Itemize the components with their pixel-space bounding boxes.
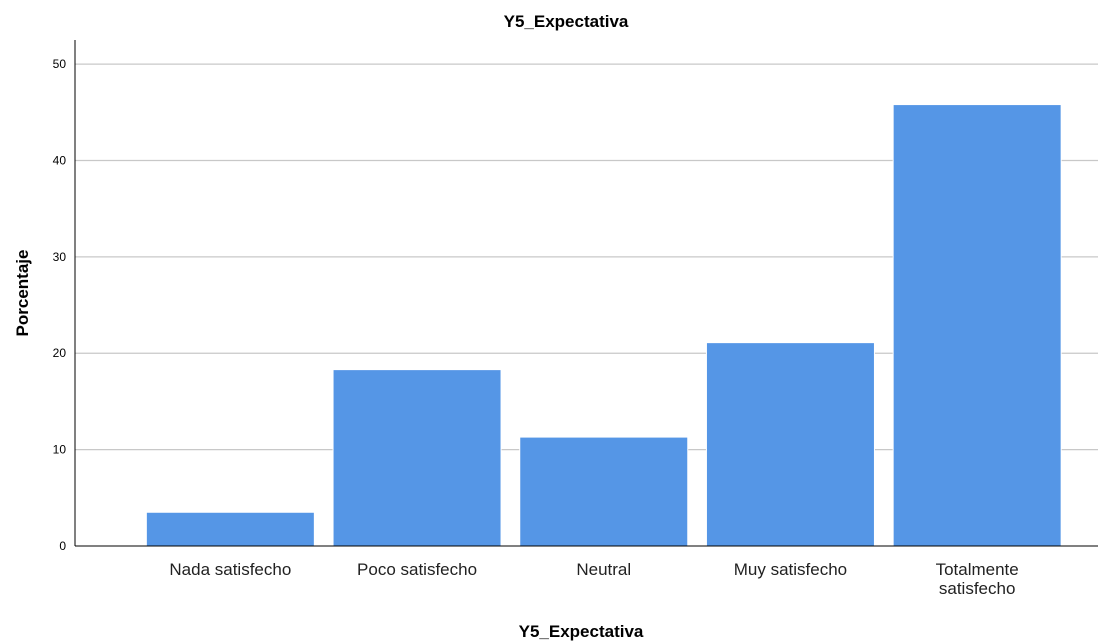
bar-0 bbox=[145, 511, 315, 547]
x-tick-label: Poco satisfecho bbox=[357, 560, 477, 579]
y-tick-label: 40 bbox=[53, 153, 67, 167]
axes bbox=[74, 40, 1098, 547]
bar-1 bbox=[332, 369, 502, 547]
y-axis-title: Porcentaje bbox=[13, 250, 32, 337]
bar-4 bbox=[892, 104, 1062, 547]
x-tick-label: Muy satisfecho bbox=[734, 560, 847, 579]
chart-title: Y5_Expectativa bbox=[504, 12, 629, 31]
y-tick-labels: 0 10 20 30 40 50 bbox=[53, 57, 67, 553]
x-tick-label: Nada satisfecho bbox=[169, 560, 291, 579]
bar-3 bbox=[705, 342, 875, 547]
y-tick-label: 30 bbox=[53, 250, 67, 264]
bars bbox=[145, 104, 1062, 547]
x-tick-label: Totalmente satisfecho bbox=[936, 560, 1019, 598]
x-tick-label: Neutral bbox=[576, 560, 631, 579]
y-tick-label: 0 bbox=[59, 539, 66, 553]
x-axis-title: Y5_Expectativa bbox=[519, 622, 644, 641]
x-tick-labels: Nada satisfecho Poco satisfecho Neutral Muy… bbox=[169, 560, 1018, 598]
y-tick-label: 50 bbox=[53, 57, 67, 71]
y-tick-label: 10 bbox=[53, 443, 67, 457]
bar-2 bbox=[519, 436, 689, 547]
y-tick-label: 20 bbox=[53, 346, 67, 360]
